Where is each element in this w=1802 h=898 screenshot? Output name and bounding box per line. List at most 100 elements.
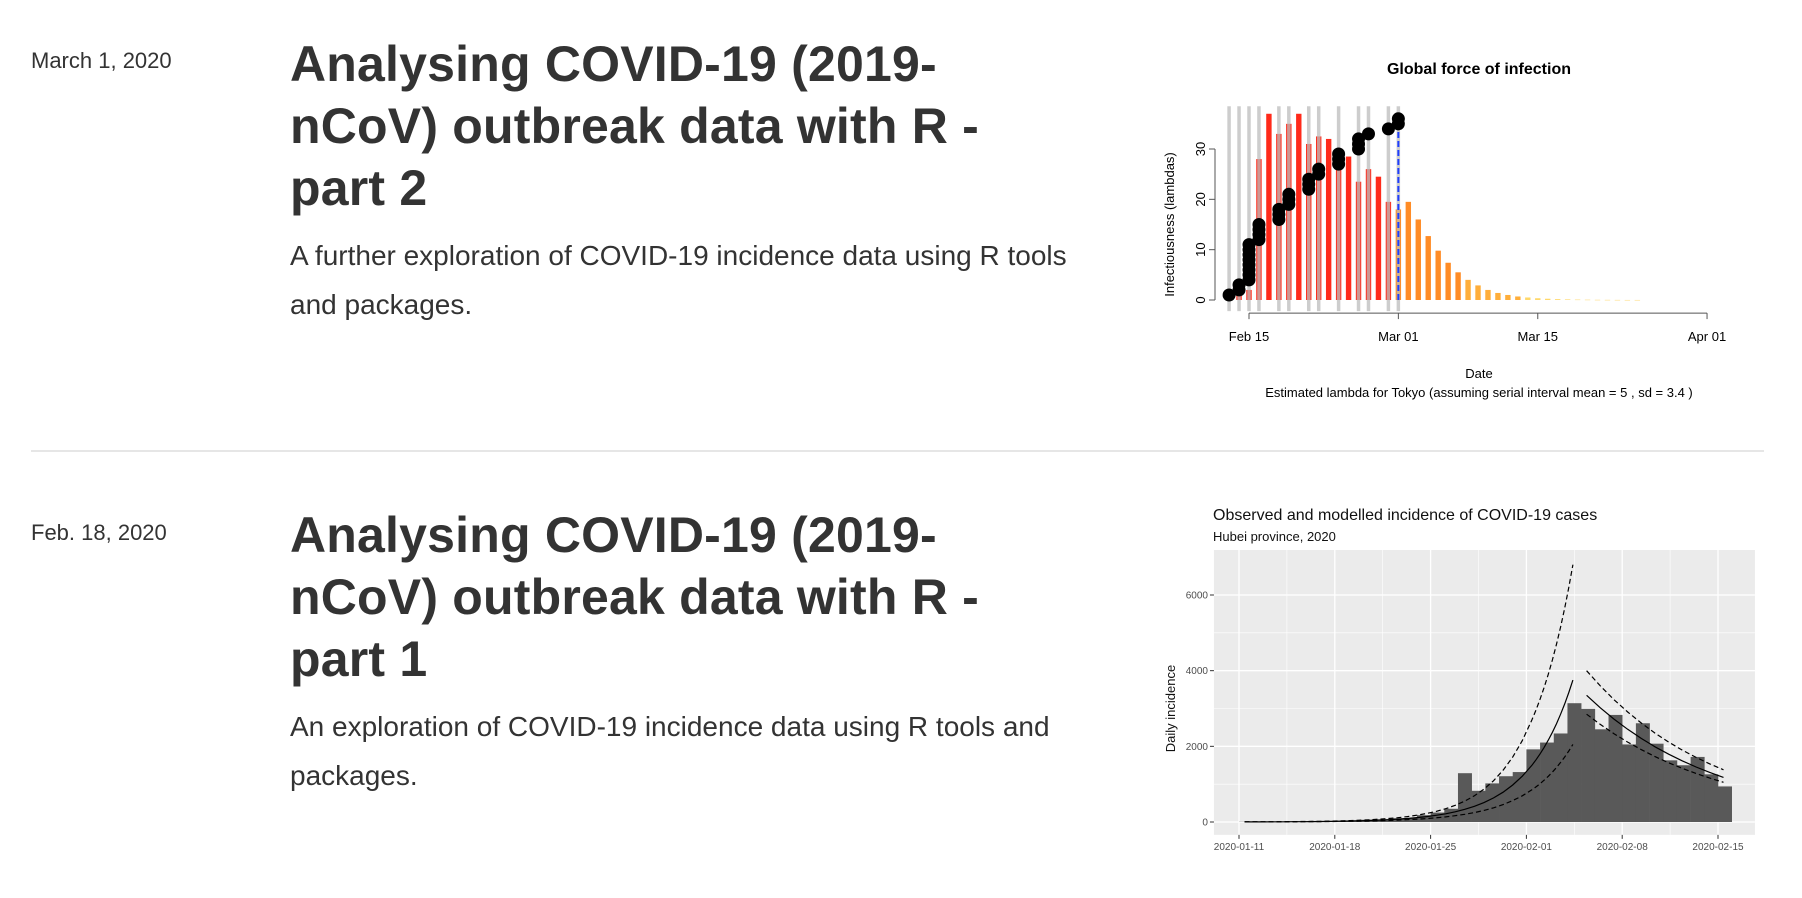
y-axis-label: Daily incidence xyxy=(1163,665,1178,752)
lambda-bar xyxy=(1485,289,1491,300)
x-tick-label: 2020-01-18 xyxy=(1309,842,1361,853)
y-tick-label: 0 xyxy=(1193,296,1208,303)
cumulative-case-point xyxy=(1352,132,1366,146)
y-tick-label: 4000 xyxy=(1186,666,1209,677)
x-tick-label: Mar 15 xyxy=(1518,329,1558,344)
x-axis-label: Date xyxy=(1465,366,1492,381)
chart-caption: Estimated lambda for Tokyo (assuming ser… xyxy=(1265,385,1693,400)
incidence-bar xyxy=(1635,723,1650,822)
lambda-bar xyxy=(1525,297,1531,300)
post-title-link[interactable]: Analysing COVID-19 (2019-nCoV) outbreak … xyxy=(290,36,979,216)
incidence-bar xyxy=(1608,714,1623,822)
cumulative-case-point xyxy=(1361,127,1375,141)
cumulative-case-point xyxy=(1381,122,1395,136)
lambda-bar xyxy=(1535,298,1541,300)
lambda-bar xyxy=(1465,279,1471,300)
y-tick-label: 20 xyxy=(1193,192,1208,206)
incidence-chart: Observed and modelled incidence of COVID… xyxy=(1163,507,1755,853)
incidence-bar xyxy=(1471,790,1486,822)
incidence-bar xyxy=(1485,783,1500,822)
cumulative-case-point xyxy=(1252,218,1266,231)
cumulative-case-point xyxy=(1312,162,1326,176)
incidence-bar xyxy=(1403,818,1418,822)
post-date: March 1, 2020 xyxy=(31,48,172,73)
x-tick-label: 2020-02-01 xyxy=(1501,842,1553,853)
y-tick-label: 2000 xyxy=(1186,742,1209,753)
x-tick-label: 2020-02-08 xyxy=(1597,842,1649,853)
force-of-infection-chart: Global force of infection 0 10 20 30 Feb 15 Ma… xyxy=(1162,61,1726,400)
model-fit-growth-line xyxy=(1244,679,1574,823)
lambda-bar xyxy=(1554,299,1561,300)
model-fit-decay-line xyxy=(1586,694,1724,778)
incidence-bar xyxy=(1704,774,1719,822)
incidence-bar xyxy=(1499,776,1514,822)
lambda-bar xyxy=(1515,296,1521,300)
post-divider xyxy=(31,450,1764,452)
cumulative-case-point xyxy=(1332,147,1346,161)
incidence-bar xyxy=(1567,703,1582,822)
lambda-bar xyxy=(1405,201,1412,300)
lambda-bar xyxy=(1624,299,1631,301)
incidence-bar xyxy=(1690,756,1705,822)
post-description: An exploration of COVID-19 incidence dat… xyxy=(290,711,1050,791)
incidence-bar xyxy=(1581,708,1596,822)
model-upper-growth-line xyxy=(1244,564,1574,823)
incidence-bar xyxy=(1594,729,1609,822)
lambda-bar xyxy=(1375,176,1382,300)
cumulative-case-point xyxy=(1282,187,1296,201)
y-axis-label: Infectiousness (lambdas) xyxy=(1162,152,1177,297)
lambda-bar xyxy=(1415,219,1421,300)
x-tick-label: Apr 01 xyxy=(1688,329,1726,344)
cumulative-case-point xyxy=(1272,202,1286,216)
incidence-bar xyxy=(1512,772,1527,822)
incidence-bar xyxy=(1718,786,1732,822)
model-upper-decay-line xyxy=(1586,670,1724,771)
y-tick-label: 10 xyxy=(1193,242,1208,256)
lambda-bar xyxy=(1455,272,1461,300)
lambda-bar xyxy=(1345,156,1352,300)
y-tick-label: 0 xyxy=(1202,818,1208,829)
post-date: Feb. 18, 2020 xyxy=(31,520,167,545)
lambda-bar xyxy=(1475,285,1481,300)
x-tick-label: 2020-01-25 xyxy=(1405,842,1457,853)
lambda-bar xyxy=(1425,236,1431,300)
y-tick-label: 30 xyxy=(1193,142,1208,156)
lambda-bar xyxy=(1545,298,1551,300)
x-tick-label: Mar 01 xyxy=(1378,329,1418,344)
lambda-bar xyxy=(1505,294,1511,300)
lambda-bar xyxy=(1574,299,1581,301)
lambda-bar xyxy=(1495,292,1501,300)
post-description: A further exploration of COVID-19 incide… xyxy=(290,240,1067,320)
lambda-bar xyxy=(1584,299,1591,301)
chart-subtitle: Hubei province, 2020 xyxy=(1213,529,1336,544)
lambda-bar xyxy=(1266,113,1272,301)
cumulative-case-point xyxy=(1391,112,1405,126)
incidence-bar xyxy=(1622,744,1637,822)
lambda-bar xyxy=(1604,299,1611,301)
cumulative-case-point xyxy=(1302,172,1316,186)
lambda-bar xyxy=(1564,299,1571,300)
cumulative-case-point xyxy=(1222,288,1236,302)
cumulative-case-point xyxy=(1242,238,1256,252)
incidence-bar xyxy=(1676,765,1691,822)
incidence-bar xyxy=(1540,742,1555,822)
lambda-bar xyxy=(1435,250,1441,300)
lambda-bar xyxy=(1445,262,1451,300)
incidence-bar xyxy=(1553,733,1568,822)
chart-title: Global force of infection xyxy=(1387,61,1571,78)
y-tick-label: 6000 xyxy=(1186,591,1209,602)
post-title-link[interactable]: Analysing COVID-19 (2019-nCoV) outbreak … xyxy=(290,507,979,687)
x-tick-label: Feb 15 xyxy=(1229,329,1269,344)
lambda-bar xyxy=(1296,113,1302,301)
lambda-bar xyxy=(1634,299,1641,301)
x-tick-label: 2020-02-15 xyxy=(1692,842,1744,853)
incidence-bar xyxy=(1649,743,1664,822)
cumulative-case-point xyxy=(1232,278,1246,292)
lambda-bar xyxy=(1594,299,1601,301)
chart-title: Observed and modelled incidence of COVID… xyxy=(1213,507,1597,524)
lambda-bar xyxy=(1614,299,1621,301)
model-lower-decay-line xyxy=(1586,713,1724,783)
incidence-bar xyxy=(1663,760,1678,822)
lambda-bar xyxy=(1325,138,1332,300)
x-tick-label: 2020-01-11 xyxy=(1214,842,1265,853)
